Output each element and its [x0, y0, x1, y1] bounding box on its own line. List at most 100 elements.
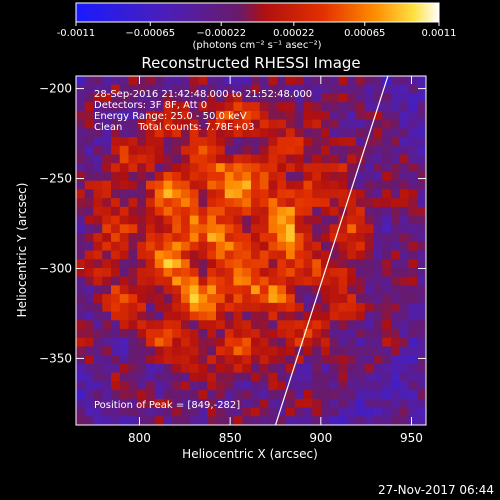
heatmap-cell [146, 110, 156, 121]
heatmap-cell [111, 145, 121, 156]
heatmap-cell [373, 171, 383, 182]
heatmap-cell [198, 355, 208, 365]
heatmap-cell [137, 93, 147, 103]
heatmap-cell [338, 390, 348, 400]
heatmap-cell [216, 198, 226, 208]
heatmap-cell [128, 381, 138, 391]
heatmap-cell [93, 171, 103, 182]
heatmap-cell [321, 84, 331, 95]
heatmap-cell [84, 84, 95, 95]
heatmap-cell [259, 128, 270, 138]
heatmap-cell [216, 276, 226, 286]
heatmap-cell [137, 76, 147, 86]
heatmap-cell [259, 215, 270, 225]
heatmap-cell [181, 398, 191, 409]
heatmap-cell [224, 276, 235, 286]
heatmap-cell [364, 416, 375, 425]
heatmap-cell [338, 215, 348, 225]
heatmap-cell [417, 206, 426, 217]
heatmap-cell [128, 145, 138, 156]
heatmap-cell [76, 337, 86, 348]
heatmap-cell [408, 241, 418, 252]
heatmap-cell [277, 285, 287, 295]
heatmap-cell [93, 320, 103, 330]
heatmap-cell [146, 276, 156, 286]
heatmap-cell [233, 259, 243, 269]
heatmap-cell [189, 154, 200, 164]
heatmap-cell [216, 102, 226, 112]
heatmap-cell [216, 416, 226, 425]
heatmap-cell [391, 381, 401, 391]
heatmap-cell [163, 381, 173, 391]
heatmap-cell [128, 259, 138, 269]
heatmap-cell [347, 285, 357, 295]
heatmap-cell [251, 320, 261, 330]
heatmap-cell [329, 145, 340, 156]
heatmap-cell [338, 119, 348, 129]
heatmap-cell [286, 224, 296, 234]
heatmap-cell [391, 224, 401, 234]
heatmap-cell [294, 84, 305, 95]
heatmap-cell [198, 119, 208, 129]
heatmap-cell [216, 110, 226, 121]
heatmap-cell [198, 320, 208, 330]
heatmap-cell [93, 381, 103, 391]
heatmap-cell [207, 189, 217, 199]
heatmap-cell [303, 84, 313, 95]
heatmap-cell [251, 233, 261, 243]
heatmap-cell [102, 294, 112, 304]
heatmap-cell [399, 145, 410, 156]
heatmap-cell [373, 311, 383, 321]
heatmap-cell [321, 241, 331, 252]
heatmap-cell [408, 407, 418, 417]
heatmap-cell [102, 206, 112, 217]
heatmap-cell [189, 267, 200, 278]
heatmap-cell [338, 224, 348, 234]
heatmap-cell [111, 346, 121, 356]
heatmap-cell [329, 215, 340, 225]
heatmap-cell [382, 276, 392, 286]
heatmap-cell [93, 355, 103, 365]
heatmap-cell [76, 215, 86, 225]
heatmap-cell [207, 390, 217, 400]
heatmap-cell [347, 171, 357, 182]
heatmap-cell [242, 102, 252, 112]
heatmap-cell [154, 259, 165, 269]
heatmap-cell [189, 180, 200, 191]
heatmap-cell [198, 102, 208, 112]
heatmap-cell [356, 407, 366, 417]
heatmap-cell [102, 84, 112, 95]
heatmap-cell [312, 93, 322, 103]
heatmap-cell [268, 206, 278, 217]
heatmap-cell [189, 215, 200, 225]
heatmap-cell [373, 294, 383, 304]
heatmap-cell [198, 363, 208, 374]
heatmap-cell [303, 119, 313, 129]
heatmap-cell [321, 346, 331, 356]
heatmap-cell [408, 346, 418, 356]
heatmap-cell [242, 302, 252, 313]
heatmap-cell [242, 84, 252, 95]
heatmap-cell [277, 329, 287, 339]
heatmap-cell [172, 198, 182, 208]
heatmap-cell [364, 206, 375, 217]
heatmap-cell [286, 250, 296, 260]
heatmap-cell [251, 329, 261, 339]
heatmap-cell [102, 276, 112, 286]
heatmap-cell [224, 180, 235, 191]
heatmap-cell [163, 84, 173, 95]
heatmap-cell [399, 224, 410, 234]
heatmap-cell [277, 215, 287, 225]
heatmap-cell [84, 407, 95, 417]
heatmap-cell [137, 407, 147, 417]
heatmap-cell [329, 294, 340, 304]
heatmap-cell [312, 337, 322, 348]
heatmap-cell [417, 390, 426, 400]
heatmap-cell [364, 407, 375, 417]
heatmap-cell [391, 363, 401, 374]
heatmap-cell [137, 329, 147, 339]
heatmap-cell [259, 329, 270, 339]
heatmap-cell [119, 206, 130, 217]
heatmap-cell [163, 110, 173, 121]
heatmap-cell [286, 285, 296, 295]
